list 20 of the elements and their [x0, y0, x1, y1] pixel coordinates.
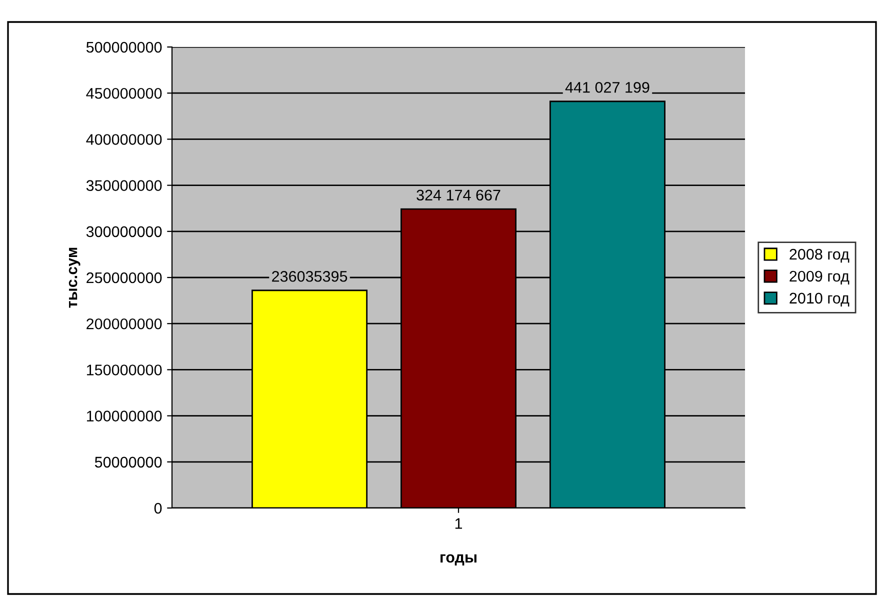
- y-tick-label: 150000000: [86, 364, 162, 376]
- y-tick-label: 450000000: [86, 88, 162, 99]
- y-tick-label: 300000000: [86, 226, 162, 238]
- y-tick-label: 400000000: [86, 134, 162, 145]
- y-tick-label: 100000000: [86, 410, 162, 422]
- data-label: 324 174 667: [416, 190, 500, 201]
- data-label: 441 027 199: [565, 82, 650, 93]
- legend-label: 2008 год: [790, 248, 850, 263]
- legend-label: 2010 год: [790, 292, 850, 306]
- legend-label: 2009 год: [790, 270, 850, 285]
- y-tick-label: 200000000: [86, 318, 162, 330]
- y-tick-label: 50000000: [94, 456, 162, 468]
- x-tick-label: 1: [455, 518, 462, 529]
- x-axis-title: годы: [440, 554, 476, 566]
- y-tick-label: 350000000: [86, 180, 162, 191]
- y-tick-label: 250000000: [86, 272, 162, 284]
- y-axis-title: тыс.сум: [68, 248, 80, 308]
- y-tick-label: 500000000: [86, 42, 162, 53]
- y-tick-label: 0: [154, 502, 162, 514]
- data-label: 236035395: [272, 270, 348, 282]
